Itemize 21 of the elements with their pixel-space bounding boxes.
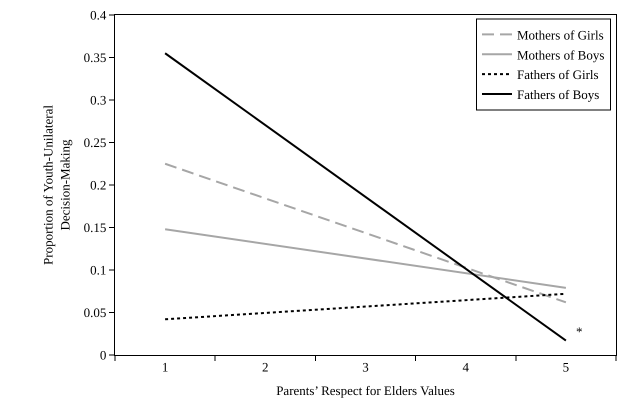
legend-label: Mothers of Boys	[516, 47, 604, 62]
y-tick-label: 0.15	[84, 220, 106, 236]
legend-label: Fathers of Boys	[516, 87, 600, 102]
y-tick-label: 0.4	[90, 8, 107, 23]
y-tick-label: 0	[100, 348, 106, 363]
y-tick-label: 0.05	[84, 305, 106, 320]
legend-label: Mothers of Girls	[516, 27, 604, 42]
x-tick-label: 1	[162, 360, 168, 375]
x-axis-title: Parents’ Respect for Elders Values	[276, 383, 455, 398]
x-tick-label: 5	[562, 360, 570, 375]
y-tick-label: 0.25	[84, 135, 106, 150]
x-tick-label: 4	[462, 360, 470, 375]
y-axis-title: Proportion of Youth-Unilateral Decision-Making	[40, 104, 73, 265]
x-tick-label: 2	[262, 360, 269, 375]
annotation: *	[576, 324, 582, 339]
legend-label: Fathers of Girls	[516, 67, 599, 82]
y-tick-label: 0.3	[90, 92, 106, 108]
x-tick-label: 3	[362, 360, 369, 375]
y-tick-label: 0.2	[90, 178, 106, 193]
y-tick-label: 0.1	[90, 262, 106, 278]
y-tick-label: 0.35	[84, 50, 106, 66]
